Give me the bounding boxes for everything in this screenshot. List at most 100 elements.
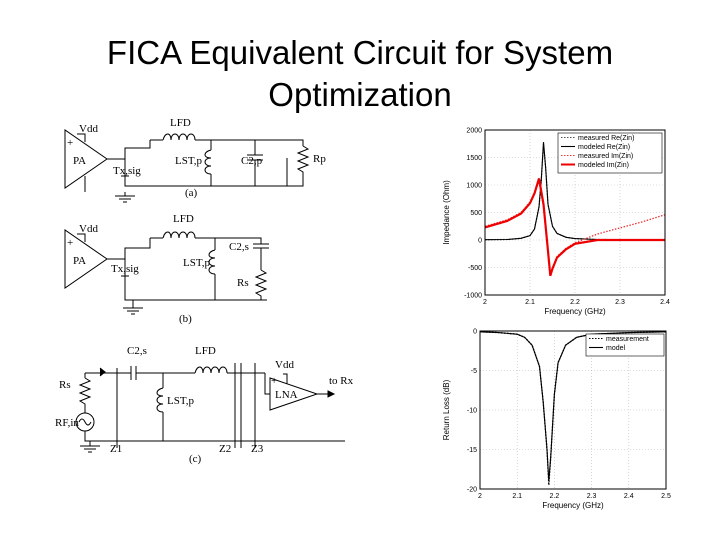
label-lfd-a: LFD: [170, 117, 191, 129]
x-tick-label: 2.4: [624, 493, 634, 500]
y-tick-label: 2000: [466, 128, 482, 135]
pa-amplifier-symbol-b: [64, 229, 108, 289]
y-tick-label: -20: [467, 487, 477, 494]
capacitor-c2-c: [85, 366, 195, 380]
return-loss-chart-ticks: 2 2.1 2.2 2.3 2.4 2.5 -20 -15 -10 -5 0: [467, 329, 671, 501]
x-tick-label: 2.2: [550, 493, 560, 500]
resistor-rs-b: [254, 269, 268, 301]
y-tick-label: 500: [470, 210, 482, 217]
label-pa-b: PA: [73, 255, 86, 267]
y-tick-label: 0: [478, 238, 482, 245]
inductor-lst-c: [156, 387, 164, 413]
y-tick-label: -15: [467, 447, 477, 454]
label-lfd-b: LFD: [173, 213, 194, 225]
impedance-chart-ylabel: Impedance (Ohm): [442, 180, 451, 245]
label-c2-b: C2,s: [229, 241, 249, 253]
label-vdd-b: Vdd: [79, 223, 98, 235]
legend-label: modeled Re(Zin): [578, 144, 630, 151]
label-z1: Z1: [110, 443, 122, 455]
label-source-a: Tx,sig: [113, 165, 141, 177]
resistor-rp-a: [287, 145, 310, 187]
x-tick-label: 2.1: [525, 299, 535, 306]
label-plus-b: +: [67, 237, 73, 249]
y-tick-label: -10: [467, 408, 477, 415]
legend-box: [585, 333, 665, 357]
impedance-chart-frame: [484, 129, 666, 296]
impedance-chart-xlabel: Frequency (GHz): [544, 307, 606, 316]
impedance-chart-ticks: 2 2.1 2.2 2.3 2.4 -1000 -500 0 500 1000 1500 2000: [464, 128, 670, 307]
return-loss-chart-frame: [479, 330, 667, 490]
legend-label: measured Re(Zin): [578, 135, 634, 142]
inductor-lst-b: [208, 249, 216, 275]
capacitor-c2-a: [247, 140, 263, 186]
y-tick-label: -5: [471, 368, 477, 375]
y-tick-label: 0: [473, 329, 477, 336]
y-tick-label: 1000: [466, 183, 482, 190]
y-tick-label: -500: [468, 265, 482, 272]
label-lst-a: LST,p: [175, 155, 202, 167]
label-c2-a: C2,p: [241, 155, 263, 167]
legend-box: [557, 132, 663, 174]
x-tick-label: 2.5: [661, 493, 671, 500]
x-tick-label: 2.3: [615, 299, 625, 306]
impedance-chart-series: [484, 142, 666, 277]
legend-label: model: [606, 345, 626, 352]
return-loss-chart-legend: measurement model: [585, 333, 665, 357]
x-tick-label: 2.1: [512, 493, 522, 500]
legend-label: measurement: [606, 336, 649, 343]
inductor-lfd-c: [194, 366, 228, 374]
label-source-c: RF,in: [55, 417, 79, 429]
impedance-chart: 2 2.1 2.2 2.3 2.4 -1000 -500 0 500 1000 1500 2000 m…: [442, 128, 670, 317]
lna-amplifier-symbol: [269, 377, 319, 411]
caption-b: (b): [179, 313, 192, 325]
label-lna: LNA: [275, 389, 298, 401]
resistor-rs-c: [78, 377, 92, 413]
x-tick-label: 2: [483, 299, 487, 306]
series-line-1: [484, 142, 666, 241]
x-tick-label: 2.4: [660, 299, 670, 306]
label-lfd-c: LFD: [195, 345, 216, 357]
return-loss-chart-series: [479, 331, 667, 486]
label-rp-a: Rp: [313, 153, 326, 165]
series-line-3: [484, 178, 665, 277]
label-plus-c: +: [271, 375, 277, 387]
label-plus-a: +: [67, 137, 73, 149]
caption-c: (c): [189, 453, 202, 465]
series-line-2: [484, 179, 666, 276]
inductor-lfd-b: [162, 231, 196, 239]
label-c2-c: C2,s: [127, 345, 147, 357]
impedance-chart-legend: measured Re(Zin) modeled Re(Zin) measured …: [557, 132, 663, 174]
return-loss-chart-xlabel: Frequency (GHz): [542, 501, 604, 510]
y-tick-label: 1500: [466, 155, 482, 162]
caption-a: (a): [185, 187, 198, 199]
slide-title: FICA Equivalent Circuit for System Optim…: [0, 32, 720, 116]
label-vdd-a: Vdd: [79, 123, 98, 135]
inductor-lst-a: [204, 149, 212, 175]
label-rs-c: Rs: [59, 379, 71, 391]
label-lst-c: LST,p: [167, 395, 194, 407]
slide-title-line-2: Optimization: [268, 76, 452, 113]
y-tick-label: -1000: [464, 293, 482, 300]
circuit-diagram-c: Rs RF,in C2,s LFD LST,p Vdd + LNA to Rx …: [55, 345, 354, 465]
return-loss-chart: 2 2.1 2.2 2.3 2.4 2.5 -20 -15 -10 -5 0 measurement…: [442, 329, 671, 511]
label-out-c: to Rx: [329, 375, 354, 387]
inductor-lfd-a: [162, 133, 196, 141]
pa-amplifier-symbol-a: [64, 129, 108, 189]
label-rs-b: Rs: [237, 277, 249, 289]
x-tick-label: 2: [478, 493, 482, 500]
label-lst-b: LST,p: [183, 257, 210, 269]
x-tick-label: 2.2: [570, 299, 580, 306]
series-line-1: [479, 331, 667, 482]
label-pa-a: PA: [73, 155, 86, 167]
circuit-diagram-a: Vdd + PA Tx,sig LFD LST,p C2,p Rp (a): [64, 117, 326, 203]
slide-title-line-1: FICA Equivalent Circuit for System: [106, 34, 614, 71]
label-z2: Z2: [219, 443, 231, 455]
label-source-b: Tx,sig: [111, 263, 139, 275]
legend-label: measured Im(Zin): [578, 153, 633, 160]
x-tick-label: 2.3: [587, 493, 597, 500]
capacitor-c2-b: [253, 243, 269, 270]
label-vdd-c: Vdd: [275, 359, 294, 371]
legend-label: modeled Im(Zin): [578, 162, 629, 169]
label-z3: Z3: [251, 443, 264, 455]
circuit-diagram-b: Vdd + PA Tx,sig LFD LST,p C2,s Rs (b): [64, 213, 269, 325]
